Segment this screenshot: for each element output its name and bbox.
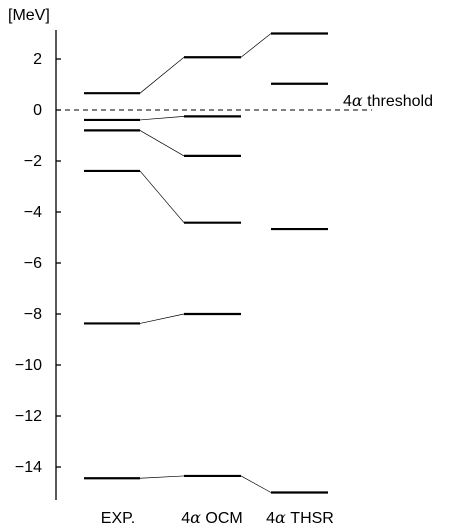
connection-line: [139, 170, 185, 223]
connection-line: [139, 56, 185, 94]
column-label-prefix: 4: [181, 510, 190, 527]
y-tick-label: −6: [24, 255, 42, 272]
connection-line: [139, 475, 185, 479]
column-label: 4α OCM: [181, 508, 243, 527]
threshold: 4α threshold: [56, 91, 433, 111]
energy-levels: [84, 32, 328, 494]
column-label-suffix: EXP.: [101, 510, 135, 527]
connection-line: [139, 313, 185, 324]
y-tick-label: −14: [15, 459, 42, 476]
threshold-label-suffix: threshold: [363, 93, 433, 110]
column-label: EXP.: [101, 510, 135, 527]
threshold-label-greek: α: [352, 91, 363, 110]
y-tick-label: −8: [24, 306, 42, 323]
y-tick-label: 0: [33, 102, 42, 119]
column-label-suffix: OCM: [201, 510, 243, 527]
y-tick-label: −4: [24, 204, 42, 221]
column-labels: EXP. 4α OCM 4α THSR: [101, 508, 334, 527]
connection-line: [139, 130, 185, 157]
y-tick-label: −12: [15, 408, 42, 425]
y-tick-label: −2: [24, 153, 42, 170]
column-label: 4α THSR: [266, 508, 334, 527]
threshold-label-prefix: 4: [343, 93, 352, 110]
column-label-prefix: 4: [266, 510, 275, 527]
column-label-greek: α: [275, 508, 286, 527]
connection-line: [139, 116, 185, 121]
y-tick-label: −10: [15, 357, 42, 374]
y-ticks: 2 0 −2 −4 −6 −8 −10 −12 −14: [15, 51, 61, 476]
column-label-suffix: THSR: [286, 510, 334, 527]
column-label-greek: α: [190, 508, 201, 527]
y-tick-label: 2: [33, 51, 42, 68]
y-unit-label: [MeV]: [8, 7, 50, 24]
connection-lines: [139, 33, 272, 493]
threshold-label: 4α threshold: [343, 91, 433, 110]
connection-line: [240, 33, 272, 58]
connection-line: [240, 475, 272, 493]
